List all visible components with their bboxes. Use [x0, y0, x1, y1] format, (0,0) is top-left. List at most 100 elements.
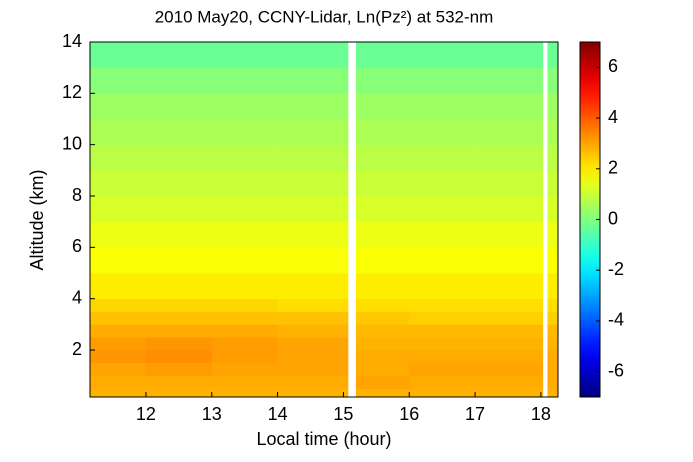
- colorbar-tick-label: 2: [608, 158, 618, 178]
- heatmap-cell: [475, 273, 544, 299]
- heatmap-cell: [409, 119, 476, 145]
- heatmap-cell: [277, 362, 349, 376]
- heatmap-cell: [90, 67, 147, 94]
- heatmap-cell: [277, 273, 349, 299]
- heatmap-cell: [211, 350, 278, 364]
- heatmap-cell: [211, 67, 278, 94]
- heatmap-cell: [409, 311, 476, 325]
- heatmap-cell: [355, 170, 410, 197]
- heatmap-cell: [475, 144, 544, 171]
- heatmap-cell: [90, 375, 147, 389]
- heatmap-cell: [145, 375, 213, 389]
- heatmap-cell: [547, 273, 559, 299]
- heatmap-cell: [145, 324, 213, 338]
- heatmap-cell: [547, 388, 559, 398]
- heatmap-cell: [277, 337, 349, 351]
- heatmap-cell: [277, 196, 349, 222]
- heatmap-cell: [355, 42, 410, 68]
- heatmap-cell: [355, 273, 410, 299]
- heatmap-cell: [409, 170, 476, 197]
- heatmap-cell: [547, 337, 559, 351]
- heatmap-cell: [547, 170, 559, 197]
- heatmap-cell: [355, 362, 410, 376]
- heatmap-cell: [475, 350, 544, 364]
- heatmap-cell: [547, 144, 559, 171]
- heatmap-cell: [145, 247, 213, 274]
- heatmap-cell: [475, 388, 544, 398]
- heatmap-cell: [409, 144, 476, 171]
- heatmap-cell: [211, 196, 278, 222]
- heatmap-cell: [355, 119, 410, 145]
- x-tick-label: 14: [268, 404, 288, 424]
- heatmap-cell: [475, 119, 544, 145]
- heatmap-cell: [211, 375, 278, 389]
- heatmap-cell: [211, 221, 278, 248]
- colorbar-tick-label: 4: [608, 107, 618, 127]
- heatmap-cell: [277, 375, 349, 389]
- heatmap-cell: [409, 324, 476, 338]
- heatmap-cell: [409, 42, 476, 68]
- heatmap-cell: [475, 247, 544, 274]
- heatmap-cell: [277, 119, 349, 145]
- heatmap-cell: [409, 247, 476, 274]
- heatmap-cell: [409, 388, 476, 398]
- y-tick-label: 14: [62, 31, 82, 51]
- heatmap-cell: [475, 221, 544, 248]
- heatmap-cell: [355, 67, 410, 94]
- heatmap-cell: [547, 375, 559, 389]
- heatmap-cell: [145, 221, 213, 248]
- heatmap-cell: [409, 93, 476, 120]
- heatmap-cell: [475, 375, 544, 389]
- heatmap-cell: [277, 144, 349, 171]
- chart-title: 2010 May20, CCNY-Lidar, Ln(Pz²) at 532-n…: [155, 7, 494, 26]
- heatmap-cell: [211, 93, 278, 120]
- heatmap-cell: [211, 388, 278, 398]
- heatmap-cell: [90, 311, 147, 325]
- heatmap-cell: [145, 196, 213, 222]
- heatmap-cell: [145, 311, 213, 325]
- heatmap-cell: [145, 93, 213, 120]
- heatmap-cell: [355, 324, 410, 338]
- heatmap-cell: [211, 144, 278, 171]
- x-tick-label: 13: [202, 404, 222, 424]
- colorbar-tick-label: 0: [608, 208, 618, 228]
- heatmap-cell: [277, 93, 349, 120]
- heatmap-cell: [90, 170, 147, 197]
- heatmap-cell: [547, 221, 559, 248]
- y-tick-label: 12: [62, 82, 82, 102]
- x-tick-label: 16: [399, 404, 419, 424]
- heatmap-cell: [145, 273, 213, 299]
- heatmap-cell: [145, 170, 213, 197]
- heatmap-cell: [409, 337, 476, 351]
- heatmap-cell: [547, 67, 559, 94]
- heatmap-cell: [475, 67, 544, 94]
- y-tick-label: 4: [72, 287, 82, 307]
- heatmap-cell: [475, 362, 544, 376]
- heatmap-cell: [277, 170, 349, 197]
- heatmap-cell: [277, 221, 349, 248]
- heatmap-cell: [547, 311, 559, 325]
- heatmap-cell: [90, 362, 147, 376]
- heatmap-cell: [211, 42, 278, 68]
- heatmap-cell: [145, 362, 213, 376]
- heatmap-cell: [211, 324, 278, 338]
- heatmap-cell: [409, 362, 476, 376]
- heatmap-cell: [277, 350, 349, 364]
- heatmap-cell: [355, 388, 410, 398]
- heatmap-cell: [211, 119, 278, 145]
- y-tick-label: 6: [72, 236, 82, 256]
- heatmap-cell: [211, 298, 278, 312]
- heatmap-cell: [90, 337, 147, 351]
- heatmap-cell: [277, 324, 349, 338]
- y-tick-label: 8: [72, 185, 82, 205]
- heatmap-cell: [547, 119, 559, 145]
- heatmap-cell: [355, 311, 410, 325]
- heatmap-cell: [409, 375, 476, 389]
- x-tick-label: 18: [531, 404, 551, 424]
- y-tick-label: 10: [62, 133, 82, 153]
- heatmap-cell: [409, 221, 476, 248]
- heatmap-cell: [277, 42, 349, 68]
- heatmap-cell: [547, 93, 559, 120]
- y-axis-label: Altitude (km): [27, 169, 47, 270]
